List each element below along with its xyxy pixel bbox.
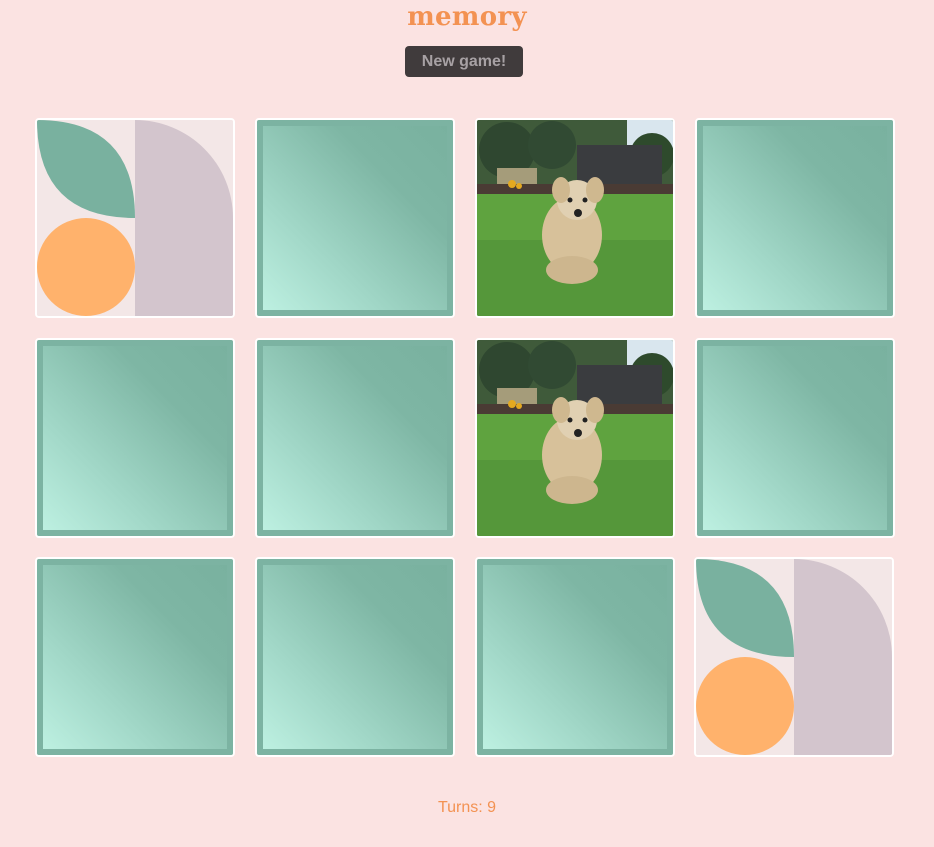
turns-counter: Turns: 9 [437, 799, 497, 816]
card-back [477, 559, 673, 755]
card-back [37, 559, 233, 755]
card-back [257, 559, 453, 755]
card-back [37, 340, 233, 536]
abstract-leaf-circle-icon [37, 120, 233, 316]
card-6[interactable] [255, 338, 455, 538]
card-back [697, 340, 893, 536]
card-2[interactable] [255, 118, 455, 318]
card-3[interactable] [475, 118, 675, 318]
card-10[interactable] [255, 557, 455, 757]
card-11[interactable] [475, 557, 675, 757]
card-12[interactable] [694, 557, 894, 757]
card-back [697, 120, 893, 316]
new-game-button[interactable]: New game! [405, 46, 523, 77]
app-title: memory [407, 2, 527, 32]
card-9[interactable] [35, 557, 235, 757]
dog-photo [477, 340, 673, 536]
dog-photo [477, 120, 673, 316]
card-7[interactable] [475, 338, 675, 538]
card-1[interactable] [35, 118, 235, 318]
card-8[interactable] [695, 338, 895, 538]
card-5[interactable] [35, 338, 235, 538]
abstract-leaf-circle-icon [696, 559, 892, 755]
card-back [257, 120, 453, 316]
card-back [257, 340, 453, 536]
card-4[interactable] [695, 118, 895, 318]
